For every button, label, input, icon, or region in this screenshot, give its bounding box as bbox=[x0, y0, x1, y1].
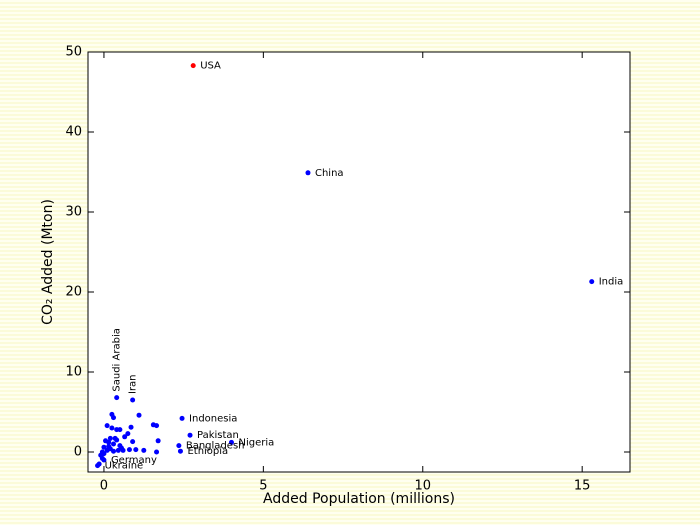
point-label: Iran bbox=[128, 374, 139, 394]
point bbox=[136, 412, 142, 418]
point bbox=[177, 448, 183, 454]
point bbox=[589, 279, 595, 285]
x-tick-label: 10 bbox=[414, 479, 431, 494]
point bbox=[126, 447, 132, 453]
y-tick-label: 30 bbox=[65, 205, 82, 220]
point bbox=[101, 451, 107, 457]
point bbox=[117, 427, 123, 433]
point-label: Ethiopia bbox=[187, 446, 228, 457]
point bbox=[155, 438, 161, 444]
point bbox=[109, 425, 115, 431]
x-tick-label: 5 bbox=[259, 479, 267, 494]
point bbox=[111, 441, 117, 447]
y-tick-label: 20 bbox=[65, 285, 82, 300]
y-tick-label: 10 bbox=[65, 365, 82, 380]
point bbox=[187, 432, 193, 438]
point bbox=[228, 439, 234, 445]
point bbox=[122, 434, 128, 440]
point bbox=[114, 395, 120, 401]
point bbox=[107, 435, 113, 441]
point bbox=[101, 444, 107, 450]
point-label: Germany bbox=[111, 455, 157, 466]
point bbox=[111, 448, 117, 454]
point bbox=[120, 447, 126, 453]
point-label: Nigeria bbox=[238, 437, 274, 448]
point bbox=[154, 449, 160, 455]
point-label: India bbox=[599, 277, 624, 288]
point-label: Pakistan bbox=[197, 430, 239, 441]
point bbox=[130, 439, 136, 445]
point bbox=[104, 423, 110, 429]
y-tick-label: 0 bbox=[74, 445, 82, 460]
point bbox=[179, 415, 185, 421]
point-label: China bbox=[315, 168, 344, 179]
point bbox=[106, 443, 112, 449]
point bbox=[114, 437, 120, 443]
point bbox=[141, 447, 147, 453]
plot-area bbox=[87, 51, 631, 473]
point-label: Ukraine bbox=[105, 461, 144, 472]
point-label: Bangladesh bbox=[186, 441, 245, 452]
y-axis-label: CO₂ Added (Mton) bbox=[40, 199, 56, 325]
x-tick-label: 15 bbox=[574, 479, 591, 494]
point bbox=[99, 455, 105, 461]
y-tick-label: 40 bbox=[65, 125, 82, 140]
point bbox=[176, 443, 182, 449]
point bbox=[128, 424, 134, 430]
point bbox=[96, 461, 102, 467]
point bbox=[305, 170, 311, 176]
point bbox=[130, 397, 136, 403]
point bbox=[125, 431, 131, 437]
point bbox=[190, 63, 196, 69]
point bbox=[115, 447, 121, 453]
point bbox=[106, 439, 112, 445]
point-label: USA bbox=[200, 61, 221, 72]
x-axis-label: Added Population (millions) bbox=[263, 491, 455, 507]
point-label: Saudi Arabia bbox=[112, 328, 123, 391]
point-label: Indonesia bbox=[189, 413, 237, 424]
point bbox=[154, 423, 160, 429]
point bbox=[111, 415, 117, 421]
x-tick-label: 0 bbox=[100, 479, 108, 494]
y-tick-label: 50 bbox=[65, 45, 82, 60]
point bbox=[133, 447, 139, 453]
